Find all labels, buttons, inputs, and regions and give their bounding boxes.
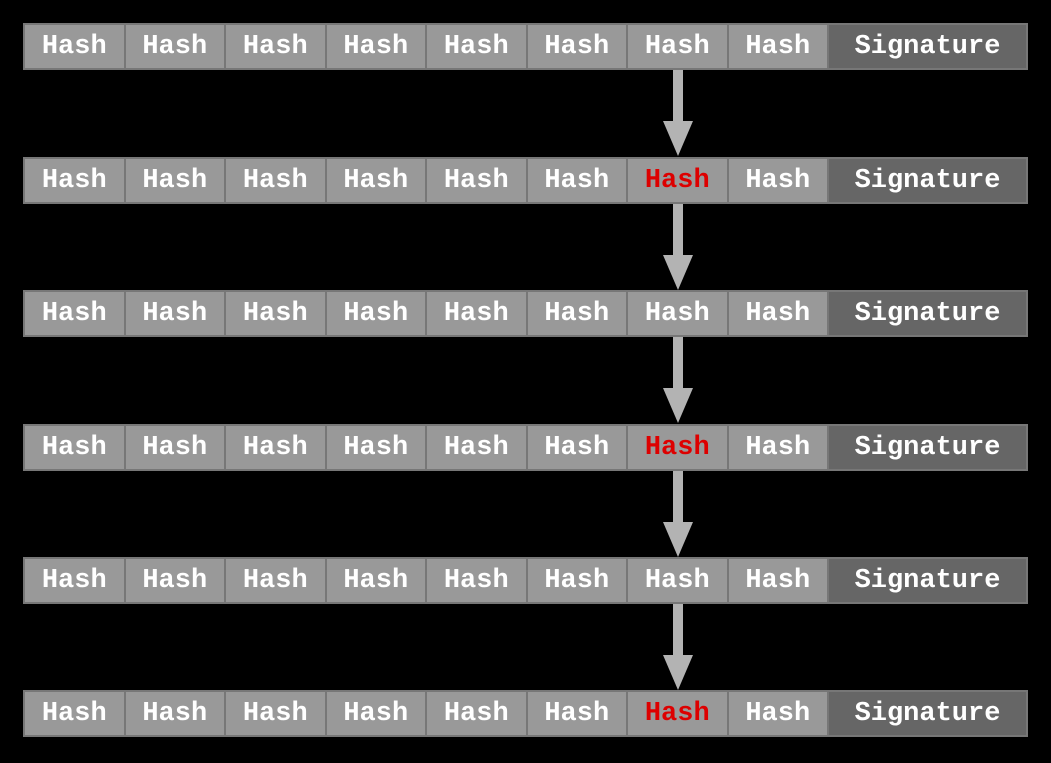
hash-cell: Hash xyxy=(425,290,528,337)
signature-cell: Signature xyxy=(827,290,1028,337)
hash-cell: Hash xyxy=(23,157,126,204)
hash-cell: Hash xyxy=(324,157,427,204)
down-arrow xyxy=(663,337,693,423)
hash-cell-highlighted: Hash xyxy=(626,424,729,471)
hash-cell: Hash xyxy=(425,557,528,604)
hash-cell: Hash xyxy=(23,290,126,337)
down-arrow xyxy=(663,604,693,690)
hash-cell: Hash xyxy=(324,424,427,471)
signature-cell: Signature xyxy=(827,23,1028,70)
hash-cell: Hash xyxy=(525,557,628,604)
hash-cell: Hash xyxy=(123,23,226,70)
hash-cell: Hash xyxy=(525,157,628,204)
hash-row-1: Hash Hash Hash Hash Hash Hash Hash Hash Signatur… xyxy=(23,23,1028,70)
hash-cell: Hash xyxy=(525,690,628,737)
hash-cell-highlighted: Hash xyxy=(626,157,729,204)
hash-cell: Hash xyxy=(224,157,327,204)
arrow-shaft xyxy=(673,70,683,121)
hash-row-4: Hash Hash Hash Hash Hash Hash Hash Hash Signatur… xyxy=(23,424,1028,471)
hash-cell: Hash xyxy=(123,690,226,737)
hash-cell: Hash xyxy=(726,690,829,737)
hash-cell: Hash xyxy=(123,557,226,604)
hash-cell: Hash xyxy=(626,557,729,604)
hash-cell: Hash xyxy=(324,690,427,737)
arrow-head xyxy=(663,255,693,290)
arrow-head xyxy=(663,522,693,557)
hash-cell: Hash xyxy=(23,424,126,471)
hash-row-5: Hash Hash Hash Hash Hash Hash Hash Hash Signatur… xyxy=(23,557,1028,604)
down-arrow xyxy=(663,471,693,557)
hash-cell: Hash xyxy=(224,690,327,737)
hash-cell: Hash xyxy=(123,424,226,471)
hash-cell: Hash xyxy=(23,23,126,70)
hash-cell: Hash xyxy=(224,424,327,471)
down-arrow xyxy=(663,204,693,290)
hash-cell: Hash xyxy=(324,290,427,337)
signature-cell: Signature xyxy=(827,157,1028,204)
hash-cell: Hash xyxy=(425,23,528,70)
hash-cell: Hash xyxy=(525,424,628,471)
arrow-head xyxy=(663,655,693,690)
signature-cell: Signature xyxy=(827,690,1028,737)
hash-cell: Hash xyxy=(525,23,628,70)
hash-cell: Hash xyxy=(224,23,327,70)
arrow-shaft xyxy=(673,337,683,388)
signature-cell: Signature xyxy=(827,557,1028,604)
signature-cell: Signature xyxy=(827,424,1028,471)
hash-cell: Hash xyxy=(123,157,226,204)
hash-cell: Hash xyxy=(324,23,427,70)
hash-cell: Hash xyxy=(425,157,528,204)
down-arrow xyxy=(663,70,693,156)
arrow-head xyxy=(663,388,693,423)
hash-cell: Hash xyxy=(626,23,729,70)
hash-cell-highlighted: Hash xyxy=(626,690,729,737)
hash-cell: Hash xyxy=(23,557,126,604)
hash-cell: Hash xyxy=(726,23,829,70)
hash-cell: Hash xyxy=(726,424,829,471)
hash-cell: Hash xyxy=(525,290,628,337)
hash-cell: Hash xyxy=(425,424,528,471)
hash-cell: Hash xyxy=(726,290,829,337)
hash-cell: Hash xyxy=(324,557,427,604)
arrow-shaft xyxy=(673,604,683,655)
arrow-shaft xyxy=(673,204,683,255)
arrow-shaft xyxy=(673,471,683,522)
hash-cell: Hash xyxy=(123,290,226,337)
hash-cell: Hash xyxy=(726,157,829,204)
hash-cell: Hash xyxy=(726,557,829,604)
hash-cell: Hash xyxy=(425,690,528,737)
hash-cell: Hash xyxy=(224,290,327,337)
arrow-head xyxy=(663,121,693,156)
hash-cell: Hash xyxy=(224,557,327,604)
hash-cell: Hash xyxy=(23,690,126,737)
hash-cell: Hash xyxy=(626,290,729,337)
hash-row-3: Hash Hash Hash Hash Hash Hash Hash Hash Signatur… xyxy=(23,290,1028,337)
hash-row-6: Hash Hash Hash Hash Hash Hash Hash Hash Signatur… xyxy=(23,690,1028,737)
hash-row-2: Hash Hash Hash Hash Hash Hash Hash Hash Signatur… xyxy=(23,157,1028,204)
